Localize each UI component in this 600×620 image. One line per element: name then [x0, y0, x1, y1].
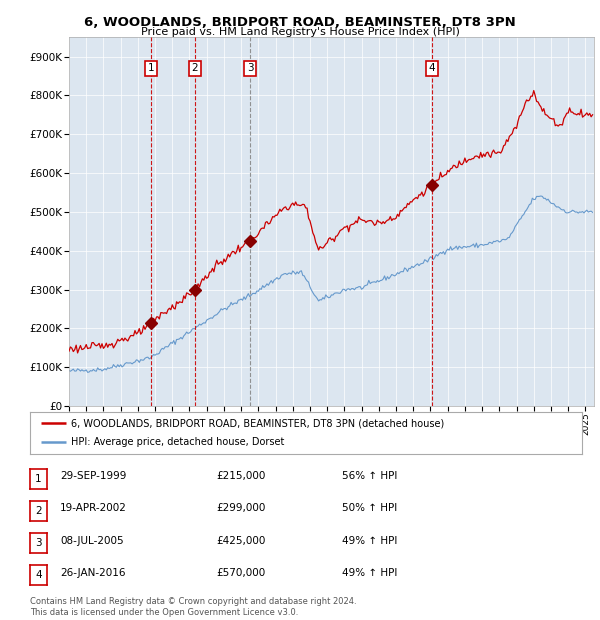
Text: 1: 1 — [148, 63, 154, 73]
Text: Contains HM Land Registry data © Crown copyright and database right 2024.
This d: Contains HM Land Registry data © Crown c… — [30, 598, 356, 617]
Text: 3: 3 — [35, 538, 42, 548]
Text: 4: 4 — [428, 63, 435, 73]
Text: 2: 2 — [35, 506, 42, 516]
Text: Price paid vs. HM Land Registry's House Price Index (HPI): Price paid vs. HM Land Registry's House … — [140, 27, 460, 37]
Text: 49% ↑ HPI: 49% ↑ HPI — [342, 568, 397, 578]
Text: £299,000: £299,000 — [216, 503, 265, 513]
Text: HPI: Average price, detached house, Dorset: HPI: Average price, detached house, Dors… — [71, 438, 285, 448]
Text: 6, WOODLANDS, BRIDPORT ROAD, BEAMINSTER, DT8 3PN: 6, WOODLANDS, BRIDPORT ROAD, BEAMINSTER,… — [84, 16, 516, 29]
Text: 56% ↑ HPI: 56% ↑ HPI — [342, 471, 397, 481]
Text: 3: 3 — [247, 63, 253, 73]
Text: 50% ↑ HPI: 50% ↑ HPI — [342, 503, 397, 513]
Text: £425,000: £425,000 — [216, 536, 265, 546]
Text: 08-JUL-2005: 08-JUL-2005 — [60, 536, 124, 546]
Text: £215,000: £215,000 — [216, 471, 265, 481]
Text: 29-SEP-1999: 29-SEP-1999 — [60, 471, 127, 481]
Text: 49% ↑ HPI: 49% ↑ HPI — [342, 536, 397, 546]
Text: 4: 4 — [35, 570, 42, 580]
Text: 2: 2 — [191, 63, 198, 73]
Text: 1: 1 — [35, 474, 42, 484]
Text: 26-JAN-2016: 26-JAN-2016 — [60, 568, 125, 578]
Text: 6, WOODLANDS, BRIDPORT ROAD, BEAMINSTER, DT8 3PN (detached house): 6, WOODLANDS, BRIDPORT ROAD, BEAMINSTER,… — [71, 418, 445, 428]
Text: £570,000: £570,000 — [216, 568, 265, 578]
Text: 19-APR-2002: 19-APR-2002 — [60, 503, 127, 513]
